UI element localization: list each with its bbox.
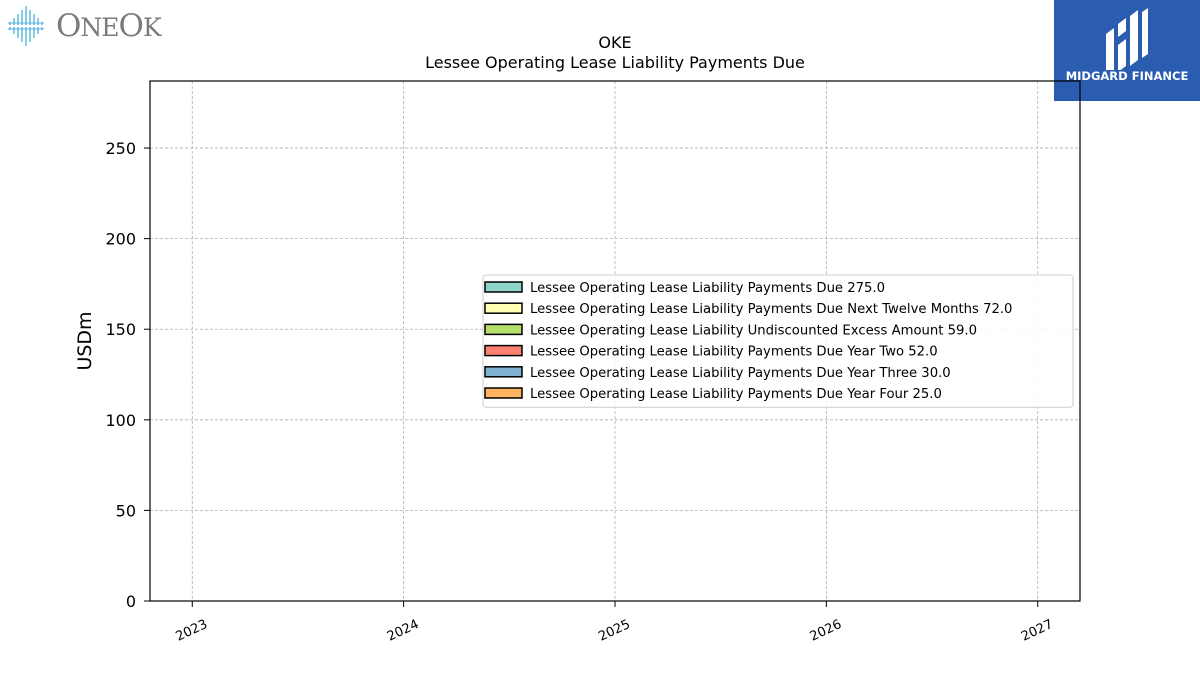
oneok-logo <box>4 4 154 48</box>
x-tick-label: 2024 <box>385 617 421 645</box>
legend-box <box>482 274 1074 408</box>
legend-entry-label: Lessee Operating Lease Liability Payment… <box>530 387 942 402</box>
legend-swatch <box>484 366 523 378</box>
x-axis: 2023 2024 2025 2026 2027 <box>174 601 1055 645</box>
legend-entry-label: Lessee Operating Lease Liability Undisco… <box>530 323 977 338</box>
x-tick-label: 2025 <box>596 617 632 645</box>
x-tick-label: 2023 <box>174 617 210 645</box>
legend-swatch <box>484 302 523 314</box>
chart-subtitle: Lessee Operating Lease Liability Payment… <box>425 53 805 72</box>
legend-entry-label: Lessee Operating Lease Liability Payment… <box>530 302 1012 317</box>
y-tick-label: 0 <box>126 592 136 611</box>
oneok-wordmark: ONEOK <box>56 8 162 44</box>
legend-swatch <box>484 281 523 293</box>
legend-swatch <box>484 344 523 357</box>
y-tick-label: 50 <box>116 501 136 520</box>
midgard-finance-wordmark: MIDGARD FINANCE <box>1065 69 1189 83</box>
legend: Lessee Operating Lease Liability Payment… <box>482 274 1074 408</box>
legend-swatch <box>484 387 523 399</box>
y-tick-label: 250 <box>105 139 136 158</box>
legend-entry-label: Lessee Operating Lease Liability Payment… <box>530 345 938 360</box>
chart-title: OKE <box>598 33 631 52</box>
x-tick-label: 2026 <box>808 617 844 645</box>
midgard-m-icon <box>1106 8 1148 72</box>
midgard-finance-logo: MIDGARD FINANCE <box>1054 0 1200 101</box>
y-tick-label: 150 <box>105 320 136 339</box>
oneok-diamond-icon <box>6 6 46 46</box>
y-axis: 0 50 100 150 200 250 <box>105 139 150 611</box>
legend-entry-label: Lessee Operating Lease Liability Payment… <box>530 366 951 381</box>
legend-swatch <box>484 323 523 336</box>
y-axis-label: USDm <box>74 311 96 370</box>
x-tick-label: 2027 <box>1019 617 1055 645</box>
y-tick-label: 100 <box>105 411 136 430</box>
y-tick-label: 200 <box>105 230 136 249</box>
legend-entry-label: Lessee Operating Lease Liability Payment… <box>530 281 885 296</box>
